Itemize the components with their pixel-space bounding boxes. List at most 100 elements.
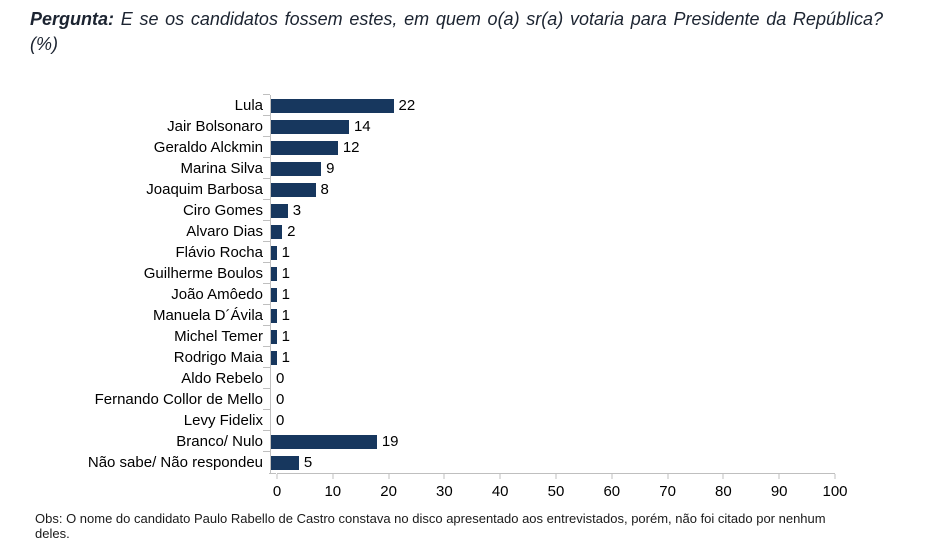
chart-row: Não sabe/ Não respondeu 5 [30,451,835,473]
x-axis-tick-label: 100 [822,483,848,500]
category-label: Não sabe/ Não respondeu [87,454,263,471]
value-label: 5 [303,454,313,471]
category-label: Aldo Rebelo [181,370,263,387]
chart-row: Marina Silva 9 [30,157,835,179]
category-label: Lula [234,97,263,114]
category-label: Geraldo Alckmin [153,139,263,156]
chart-row: Geraldo Alckmin 12 [30,136,835,158]
chart-row: Lula 22 [30,94,835,116]
value-label: 1 [281,244,290,261]
bar-cell: 5 [263,451,828,473]
x-axis-tick [778,474,780,479]
chart-row: Flávio Rocha 1 [30,241,835,263]
footnote: Obs: O nome do candidato Paulo Rabello d… [35,511,826,541]
x-axis-tick [555,474,557,479]
bar-cell: 3 [263,199,828,221]
chart-row: Manuela D´Ávila 1 [30,304,835,326]
value-label: 0 [276,391,285,408]
bar-cell: 1 [263,241,828,263]
x-axis-tick [443,474,445,479]
value-label: 1 [281,307,290,324]
chart-row: Rodrigo Maia 1 [30,346,835,368]
category-label: João Amôedo [171,286,263,303]
bar-cell: 1 [263,262,828,284]
bar-cell: 0 [263,409,828,431]
bar-cell: 14 [263,115,828,137]
x-axis-tick-label: 80 [715,483,732,500]
category-label: Branco/ Nulo [176,433,263,450]
bar [271,182,316,197]
value-label: 3 [292,202,302,219]
bar [271,203,288,218]
chart-row: Jair Bolsonaro 14 [30,115,835,137]
value-label: 22 [398,97,416,114]
bar [271,245,277,260]
category-label: Alvaro Dias [186,223,263,240]
bar [271,329,277,344]
x-axis-tick [276,474,278,479]
value-label: 0 [276,370,285,387]
value-label: 1 [281,349,290,366]
x-axis-tick-label: 70 [659,483,676,500]
chart-row: Branco/ Nulo 19 [30,430,835,452]
x-axis-tick [722,474,724,479]
value-label: 8 [320,181,329,198]
bar-cell: 1 [263,283,828,305]
category-label: Jair Bolsonaro [167,118,263,135]
bar-cell: 0 [263,367,828,389]
category-label: Ciro Gomes [182,202,263,219]
chart-row: Alvaro Dias 2 [30,220,835,242]
x-axis-tick [667,474,669,479]
bar-cell: 12 [263,136,828,158]
bar-cell: 19 [263,430,828,452]
bar-chart: Lula 22 Jair Bolsonaro 14 Geraldo Alckmi… [30,94,835,473]
x-axis-tick-label: 30 [436,483,453,500]
value-label: 1 [281,286,290,303]
bar-cell: 9 [263,157,828,179]
value-label: 0 [276,412,285,429]
value-label: 12 [342,139,360,156]
chart-row: João Amôedo 1 [30,283,835,305]
chart-row: Guilherme Boulos 1 [30,262,835,284]
bar [271,224,283,239]
chart-row: Joaquim Barbosa 8 [30,178,835,200]
x-axis-tick-label: 10 [324,483,342,500]
chart-row: Fernando Collor de Mello 0 [30,388,835,410]
chart-row: Levy Fidelix 0 [30,409,835,431]
category-label: Joaquim Barbosa [146,181,263,198]
bar [271,140,338,155]
x-axis-tick-label: 20 [380,483,397,500]
x-axis-tick-label: 50 [547,483,565,500]
value-label: 1 [281,265,290,282]
x-axis: 0 10 20 30 40 50 60 70 80 90 100 [269,473,848,505]
bar [271,98,394,113]
question-label: Pergunta: [30,9,115,29]
bar [271,161,322,176]
bar [271,119,349,134]
x-axis-tick [611,474,613,479]
category-label: Guilherme Boulos [143,265,263,282]
value-label: 2 [287,223,296,240]
bar-cell: 0 [263,388,828,410]
x-axis-tick [834,474,836,479]
category-label: Marina Silva [180,160,263,177]
category-label: Levy Fidelix [183,412,263,429]
question-text: Pergunta: E se os candidatos fossem este… [30,7,883,57]
x-axis-tick-label: 90 [770,483,788,500]
value-label: 14 [353,118,371,135]
category-label: Flávio Rocha [175,244,263,261]
bar-cell: 8 [263,178,828,200]
x-axis-tick-label: 40 [491,483,509,500]
category-label: Manuela D´Ávila [152,307,263,324]
category-label: Michel Temer [174,328,263,345]
x-axis-tick [499,474,501,479]
bar [271,308,277,323]
value-label: 1 [281,328,290,345]
value-label: 9 [326,160,335,177]
bar [271,434,377,449]
bar [271,455,299,470]
chart-row: Michel Temer 1 [30,325,835,347]
question-body: E se os candidatos fossem estes, em quem… [30,9,883,54]
bar-cell: 22 [263,94,828,116]
x-axis-tick-label: 0 [272,483,282,500]
